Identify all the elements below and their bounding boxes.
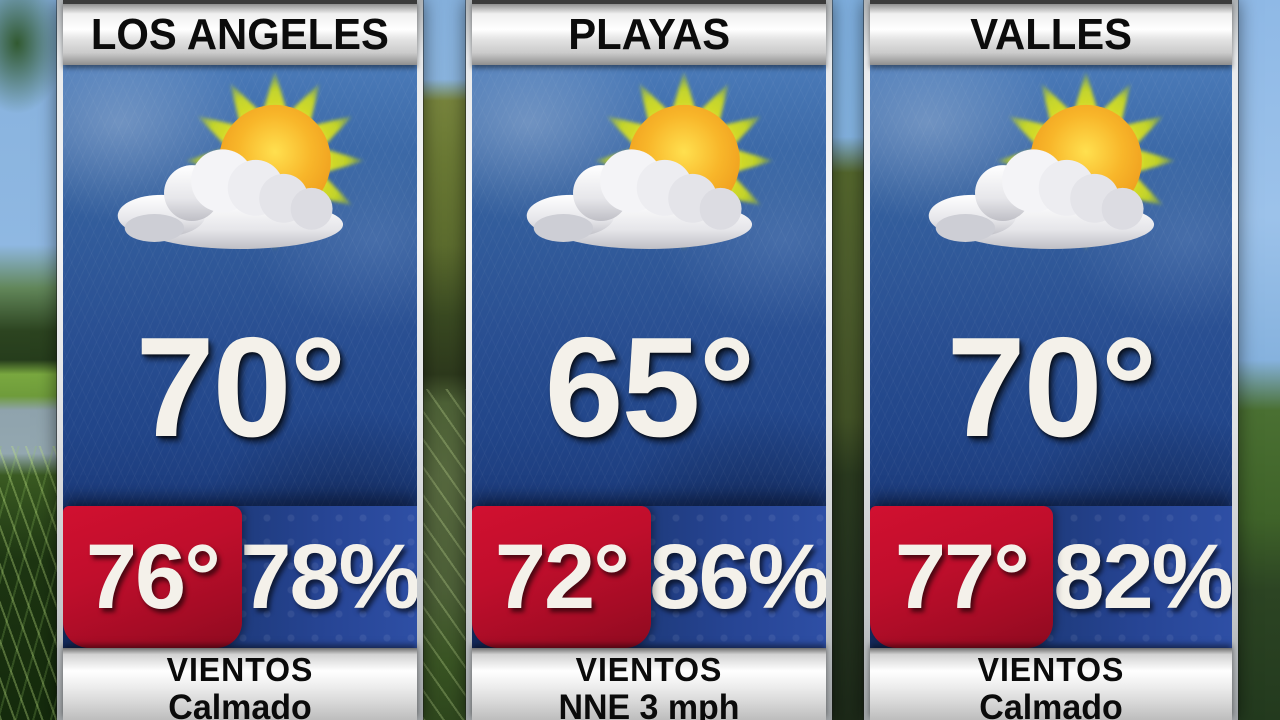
city-name: PLAYAS — [568, 9, 730, 59]
background-strip-left — [0, 0, 57, 720]
current-temperature: 65° — [544, 308, 756, 467]
stats-row: 78% 76° — [63, 506, 417, 648]
city-header: PLAYAS — [472, 0, 826, 65]
humidity-value: 82% — [1053, 525, 1232, 628]
panel-body: 70° 78% 76° — [63, 65, 417, 648]
condition-icon-wrap — [109, 69, 371, 275]
cloud-icon — [928, 149, 1155, 249]
partly-cloudy-icon — [526, 71, 774, 250]
partly-cloudy-icon — [928, 71, 1176, 250]
partly-cloudy-icon — [117, 71, 365, 250]
high-temp-value: 76° — [85, 525, 221, 628]
panel-body: 65° 86% 72° — [472, 65, 826, 648]
wind-value: Calmado — [168, 688, 312, 720]
high-temp-badge: 72° — [472, 506, 651, 648]
high-temp-value: 77° — [894, 525, 1030, 628]
humidity-section: 78% — [240, 506, 417, 648]
stats-row: 82% 77° — [870, 506, 1232, 648]
wind-value: Calmado — [979, 688, 1123, 720]
wind-bar: VIENTOS NNE 3 mph — [472, 648, 826, 720]
city-name: LOS ANGELES — [90, 9, 390, 59]
cloud-icon — [117, 149, 344, 249]
humidity-value: 86% — [649, 525, 826, 628]
wind-label: VIENTOS — [575, 651, 723, 688]
current-temperature: 70° — [946, 308, 1158, 467]
high-temp-badge: 76° — [63, 506, 242, 648]
panel-body: 70° 82% 77° — [870, 65, 1232, 648]
background-strip-right — [1238, 0, 1280, 720]
weather-panel-los-angeles: LOS ANGELES — [57, 0, 423, 720]
wind-value: NNE 3 mph — [558, 688, 740, 720]
high-temp-badge: 77° — [870, 506, 1053, 648]
high-temp-value: 72° — [494, 525, 630, 628]
wind-bar: VIENTOS Calmado — [63, 648, 417, 720]
stats-row: 86% 72° — [472, 506, 826, 648]
city-header: VALLES — [870, 0, 1232, 65]
current-temperature: 70° — [135, 308, 347, 467]
city-name: VALLES — [970, 9, 1132, 59]
condition-icon-wrap — [920, 69, 1182, 275]
wind-label: VIENTOS — [166, 651, 314, 688]
city-header: LOS ANGELES — [63, 0, 417, 65]
wind-label: VIENTOS — [977, 651, 1125, 688]
weather-panel-playas: PLAYAS — [466, 0, 832, 720]
background-strip-gap-1 — [423, 0, 466, 720]
humidity-section: 82% — [1053, 506, 1232, 648]
humidity-section: 86% — [649, 506, 826, 648]
weather-panel-valles: VALLES — [864, 0, 1238, 720]
condition-icon-wrap — [518, 69, 780, 275]
humidity-value: 78% — [240, 525, 417, 628]
wind-bar: VIENTOS Calmado — [870, 648, 1232, 720]
background-strip-gap-2 — [832, 0, 866, 720]
cloud-icon — [526, 149, 753, 249]
